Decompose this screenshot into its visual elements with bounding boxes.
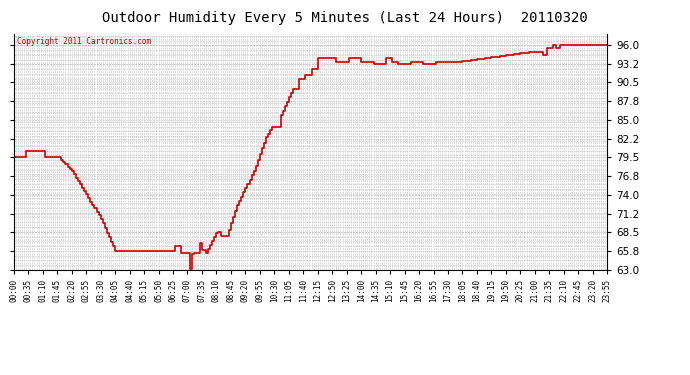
Text: Outdoor Humidity Every 5 Minutes (Last 24 Hours)  20110320: Outdoor Humidity Every 5 Minutes (Last 2… bbox=[102, 11, 588, 25]
Text: Copyright 2011 Cartronics.com: Copyright 2011 Cartronics.com bbox=[17, 37, 151, 46]
